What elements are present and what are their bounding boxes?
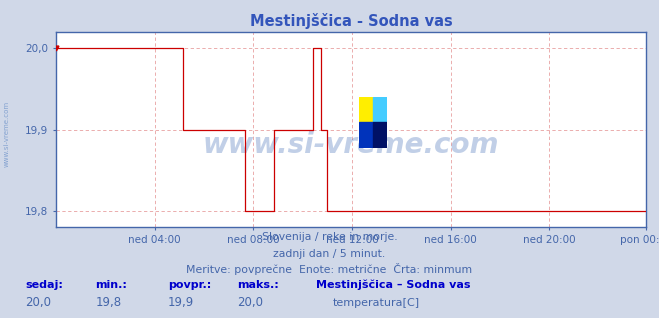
Text: 20,0: 20,0 (237, 296, 264, 309)
Text: www.si-vreme.com: www.si-vreme.com (203, 131, 499, 159)
Bar (359, 122, 373, 148)
Text: 20,0: 20,0 (25, 296, 51, 309)
Bar (373, 97, 387, 122)
Bar (373, 122, 387, 148)
Text: 19,9: 19,9 (168, 296, 194, 309)
Text: sedaj:: sedaj: (25, 280, 63, 290)
Text: Slovenija / reke in morje.: Slovenija / reke in morje. (262, 232, 397, 242)
Text: Mestinjščica – Sodna vas: Mestinjščica – Sodna vas (316, 279, 471, 290)
Title: Mestinjščica - Sodna vas: Mestinjščica - Sodna vas (250, 13, 452, 29)
Text: povpr.:: povpr.: (168, 280, 212, 290)
Text: maks.:: maks.: (237, 280, 279, 290)
Text: www.si-vreme.com: www.si-vreme.com (3, 100, 10, 167)
Text: Meritve: povprečne  Enote: metrične  Črta: minmum: Meritve: povprečne Enote: metrične Črta:… (186, 263, 473, 275)
Text: zadnji dan / 5 minut.: zadnji dan / 5 minut. (273, 249, 386, 259)
Text: 19,8: 19,8 (96, 296, 122, 309)
Text: min.:: min.: (96, 280, 127, 290)
Bar (359, 97, 373, 122)
Text: temperatura[C]: temperatura[C] (333, 298, 420, 308)
